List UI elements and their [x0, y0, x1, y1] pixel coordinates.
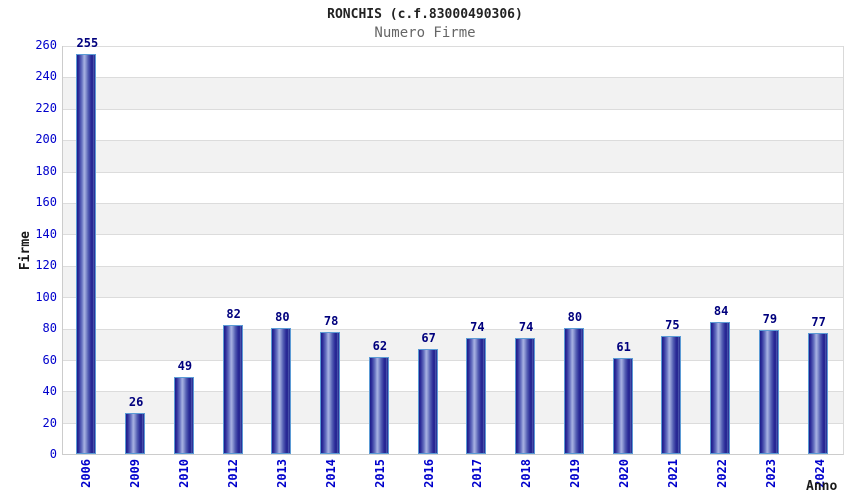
y-tick-label: 240: [35, 69, 57, 84]
plot-band: [63, 202, 843, 235]
x-tick-label-2016: 2016: [421, 459, 436, 488]
bar-2021: [661, 336, 682, 454]
bar-value-label: 77: [811, 315, 826, 330]
x-tick-label-2015: 2015: [372, 459, 387, 488]
plot-band: [63, 46, 843, 78]
y-tick-label: 160: [35, 195, 57, 210]
x-tick-label-2018: 2018: [519, 459, 534, 488]
plot-band: [63, 108, 843, 141]
x-tick-label-2017: 2017: [470, 459, 485, 488]
y-axis-title-text: Firme: [18, 230, 33, 271]
y-tick-label: 140: [35, 226, 57, 241]
bar-value-label: 49: [177, 359, 193, 374]
plot-area: 255 26 49 82 80 78 62 67 74 74 80 61 75 84 79 77: [62, 36, 844, 455]
bar-2012: [222, 325, 243, 454]
plot-band: [63, 77, 843, 109]
bar-2014: [320, 331, 341, 454]
bar-value-label: 26: [128, 395, 144, 410]
plot-band: [63, 265, 843, 298]
chart-subtitle: Numero Firme: [374, 25, 476, 41]
bar-value-label: 80: [275, 310, 290, 325]
y-tick-label: 0: [49, 447, 57, 461]
bar-value-label: 78: [323, 313, 339, 328]
bar-value-label: 84: [713, 304, 729, 319]
x-tick-label-2012: 2012: [226, 459, 241, 488]
y-axis-ticks: 0 20 40 60 80 100 120 140 160 180 200 220 240 260: [0, 38, 57, 461]
y-tick-label: 60: [42, 352, 57, 367]
bar-2018: [515, 337, 536, 454]
x-axis-ticks: 2006 2009 2010 2012 2013 2014 2015 2016 2017 2018…: [62, 459, 844, 500]
y-tick-label: 220: [35, 100, 57, 115]
chart-title: RONCHIS (c.f.83000490306): [327, 7, 523, 22]
y-tick-label: 80: [42, 321, 57, 336]
x-tick-label-2009: 2009: [128, 459, 143, 488]
bar-value-label: 61: [616, 340, 631, 355]
plot-band: [63, 234, 843, 266]
bar-2015: [368, 356, 389, 454]
bar-value-label: 82: [226, 307, 241, 322]
bar-2010: [173, 377, 194, 454]
bar-2006: [76, 53, 97, 454]
x-tick-label-2021: 2021: [665, 459, 680, 488]
bars-layer: 255 26 49 82 80 78 62 67 74 74 80 61 75 84 79 77: [63, 36, 843, 454]
x-tick-label-2010: 2010: [177, 459, 192, 488]
x-tick-label-2019: 2019: [568, 459, 583, 488]
bar-value-label: 62: [372, 338, 388, 353]
y-tick-label: 120: [35, 258, 57, 273]
bar-2024: [807, 333, 828, 454]
y-tick-label: 20: [42, 415, 57, 430]
y-tick-label: 260: [35, 38, 57, 52]
x-tick-label-2022: 2022: [714, 459, 729, 488]
y-tick-label: 180: [35, 163, 57, 178]
bar-2013: [271, 328, 292, 454]
y-tick-label: 200: [35, 132, 57, 147]
bar-2017: [466, 337, 487, 454]
x-tick-label-2013: 2013: [274, 459, 289, 488]
bar-value-label: 67: [421, 330, 436, 345]
x-tick-label-2023: 2023: [763, 459, 778, 488]
y-tick-label: 100: [35, 289, 57, 304]
y-axis-title: Firme: [18, 46, 33, 455]
bar-2020: [612, 358, 633, 454]
bar-2022: [710, 322, 731, 454]
x-tick-label-2020: 2020: [617, 459, 632, 488]
x-tick-label-2006: 2006: [79, 459, 94, 488]
bar-value-label: 74: [470, 319, 485, 334]
plot-band: [63, 140, 843, 172]
bar-2016: [417, 348, 438, 454]
plot-band: [63, 171, 843, 203]
bar-value-label: 79: [762, 312, 778, 327]
bar-value-label: 80: [567, 310, 583, 325]
bar-value-label: 74: [518, 319, 534, 334]
x-axis-title: Anno: [806, 479, 838, 494]
bar-2023: [758, 330, 779, 454]
bar-value-label: 255: [76, 35, 99, 50]
x-tick-label-2014: 2014: [323, 459, 338, 488]
bar-2009: [125, 413, 146, 454]
y-tick-label: 40: [42, 384, 57, 399]
bar-value-label: 75: [665, 318, 680, 333]
bar-2019: [563, 328, 584, 454]
